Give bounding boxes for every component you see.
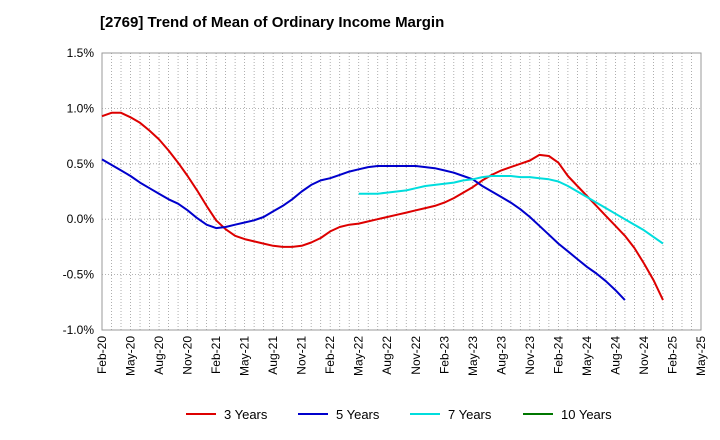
legend-label: 7 Years	[448, 407, 492, 422]
x-axis-ticks: Feb-20 May-20 Aug-20 Nov-20 Feb-21 May-21 Aug-…	[95, 336, 708, 376]
grid	[102, 53, 701, 330]
series-line-7-years	[358, 175, 664, 245]
y-tick-label: -0.5%	[63, 268, 95, 282]
x-tick-label: Feb-25	[665, 336, 679, 374]
x-tick-label: Feb-20	[95, 336, 109, 374]
legend-label: 3 Years	[224, 407, 268, 422]
x-tick-label: Aug-21	[266, 336, 280, 375]
y-tick-label: 0.5%	[67, 157, 95, 171]
x-tick-label: Aug-23	[494, 336, 508, 375]
y-tick-label: -1.0%	[63, 323, 95, 337]
x-tick-label: Aug-22	[380, 336, 394, 375]
series-line-5-years	[101, 158, 626, 301]
x-tick-label: May-21	[238, 336, 252, 376]
chart-title: [2769] Trend of Mean of Ordinary Income …	[100, 14, 445, 31]
x-tick-label: Nov-23	[523, 336, 537, 375]
legend: 3 Years 5 Years 7 Years 10 Years	[186, 407, 612, 422]
x-tick-label: Aug-20	[152, 336, 166, 375]
series-line-3-years	[101, 111, 664, 301]
x-tick-label: Nov-24	[637, 336, 651, 375]
legend-label: 10 Years	[561, 407, 612, 422]
x-tick-label: May-25	[694, 336, 708, 376]
y-tick-label: 1.5%	[67, 46, 95, 60]
y-axis-ticks: 1.5% 1.0% 0.5% 0.0% -0.5% -1.0%	[63, 46, 95, 337]
x-tick-label: Nov-22	[409, 336, 423, 375]
x-tick-label: May-20	[124, 336, 138, 376]
x-tick-label: Feb-24	[551, 336, 565, 374]
x-tick-label: May-23	[466, 336, 480, 376]
x-tick-label: Feb-21	[209, 336, 223, 374]
plot-frame	[101, 52, 702, 331]
x-tick-label: Nov-20	[181, 336, 195, 375]
y-tick-label: 0.0%	[67, 212, 95, 226]
y-tick-label: 1.0%	[67, 101, 95, 115]
legend-label: 5 Years	[336, 407, 380, 422]
series-lines	[101, 111, 664, 301]
x-tick-label: Nov-21	[295, 336, 309, 375]
x-tick-label: Feb-23	[437, 336, 451, 374]
x-tick-label: May-24	[580, 336, 594, 376]
x-tick-label: Aug-24	[608, 336, 622, 375]
x-tick-label: May-22	[352, 336, 366, 376]
x-tick-label: Feb-22	[323, 336, 337, 374]
